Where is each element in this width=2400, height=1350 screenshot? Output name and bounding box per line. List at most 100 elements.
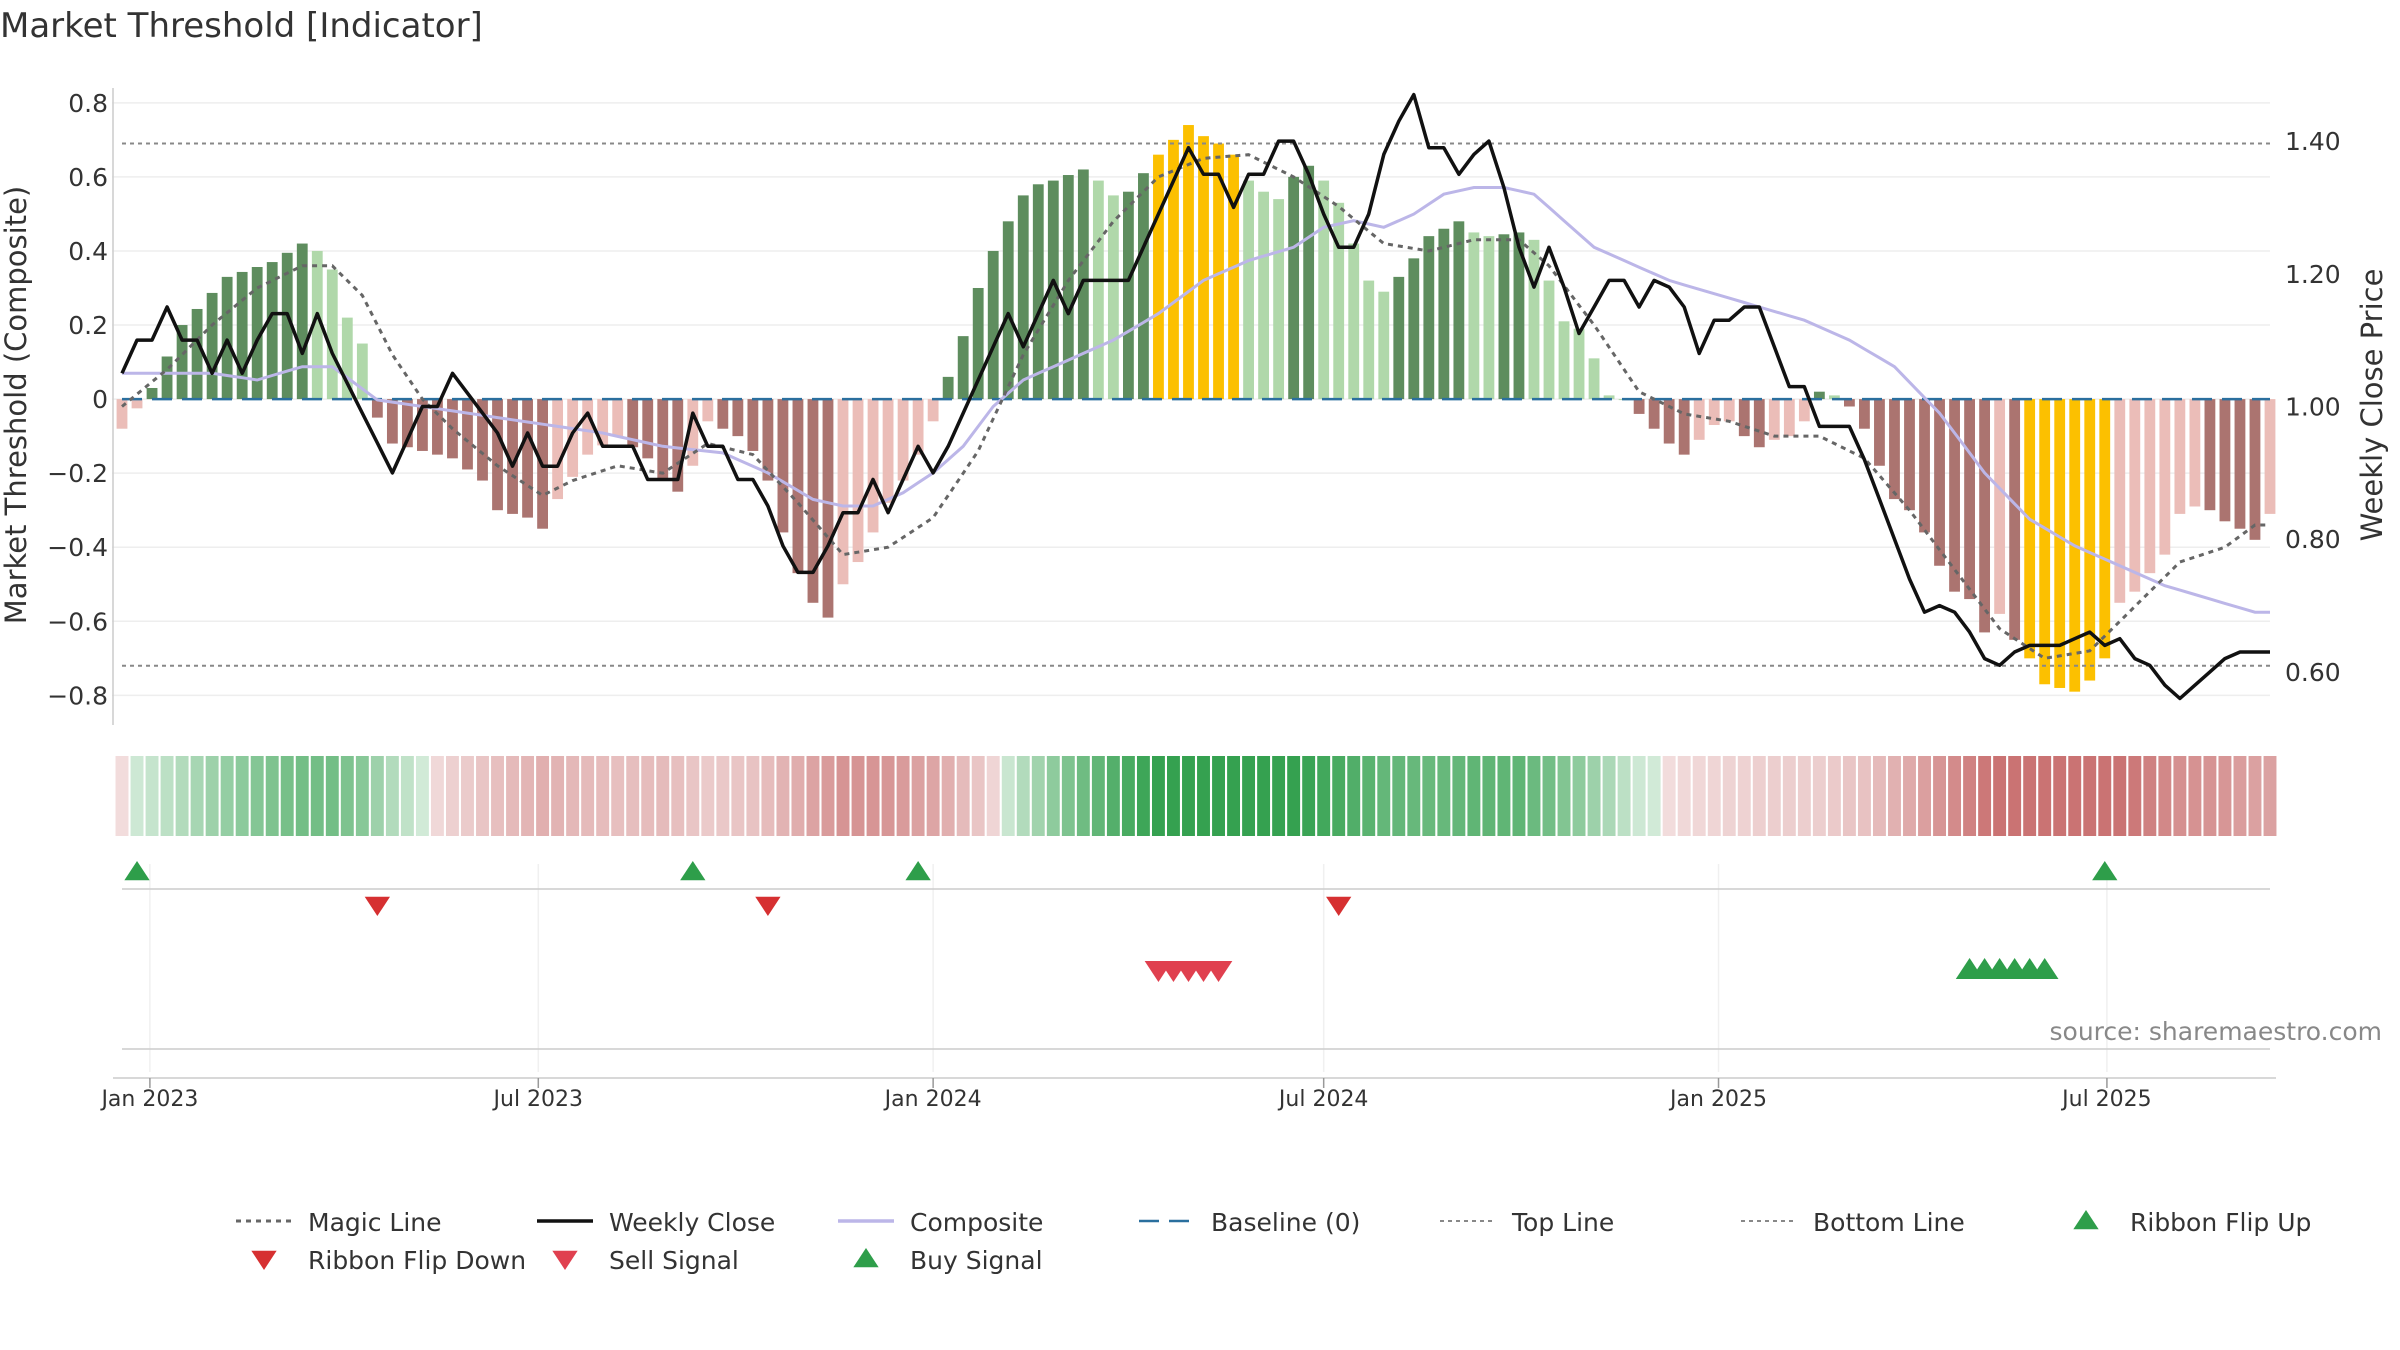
ribbon-cell (220, 756, 234, 836)
ribbon-cell (1437, 756, 1451, 836)
ribbon-cell (1978, 756, 1992, 836)
composite-bar (221, 276, 233, 400)
ribbon-cell (1182, 756, 1195, 836)
ribbon-cell (686, 756, 700, 836)
composite-bar (1047, 180, 1059, 400)
ribbon-cell (115, 756, 129, 836)
legend-item: Baseline (0) (1139, 1208, 1360, 1237)
ribbon-cell (1933, 756, 1946, 836)
legend-item: Weekly Close (537, 1208, 775, 1237)
composite-bar (1513, 232, 1525, 400)
ribbon-cell (1842, 756, 1856, 836)
ribbon-cell (821, 756, 835, 836)
ribbon-cell (1482, 756, 1496, 836)
ribbon-cell (2188, 756, 2202, 836)
composite-bar (1423, 236, 1435, 400)
composite-bar (642, 399, 654, 459)
ribbon-cell (2263, 756, 2277, 836)
legend-item: Magic Line (236, 1208, 442, 1237)
ribbon-cell (2053, 756, 2067, 836)
composite-bar (2234, 399, 2246, 529)
ribbon-cell (1677, 756, 1691, 836)
ribbon-cell (2173, 756, 2187, 836)
ribbon-cell (2248, 756, 2262, 836)
composite-bar (1753, 399, 1765, 448)
signal-panels: Jan 2023 Jul 2023 Jan 2024 Jul 2024 Jan 2025… (99, 861, 2382, 1112)
composite-bar (1783, 399, 1795, 437)
legend-label: Baseline (0) (1211, 1208, 1360, 1237)
composite-bar (417, 399, 428, 451)
right-axis-ticks: 1.40 1.20 1.00 0.80 0.60 (2285, 127, 2341, 687)
ribbon-cell (971, 756, 985, 836)
ribbon-cell (911, 756, 925, 836)
ribbon-cell (656, 756, 670, 836)
composite-bar (1919, 399, 1930, 533)
composite-bar (1828, 395, 1840, 400)
ribbon-cell (205, 756, 219, 836)
composite-bar (792, 399, 804, 574)
ribbon-cell (746, 756, 760, 836)
ribbon-cell (491, 756, 504, 836)
ribbon-cell (1512, 756, 1526, 836)
ribbon-cell (1452, 756, 1466, 836)
composite-bar (2249, 399, 2261, 540)
ribbon-cell (791, 756, 805, 836)
legend-label: Composite (910, 1208, 1043, 1237)
ribbon-cell (1091, 756, 1105, 836)
ribbon-cell (896, 756, 910, 836)
legend-item: Top Line (1440, 1208, 1614, 1237)
ribbon-cell (2008, 756, 2022, 836)
composite-bar (1678, 399, 1690, 455)
ribbon-cell (881, 756, 895, 836)
composite-bar (2219, 399, 2231, 522)
composite-bar (567, 399, 579, 477)
left-axis-ticks: 0.8 0.6 0.4 0.2 0 −0.2 −0.4 −0.6 −0.8 (47, 89, 108, 711)
ribbon-cell (1242, 756, 1256, 836)
composite-bar (507, 399, 518, 514)
ribbon-cell (1287, 756, 1301, 836)
ribbon-cell (1136, 756, 1150, 836)
legend-label: Ribbon Flip Down (308, 1246, 526, 1275)
composite-bar (2024, 399, 2036, 659)
composite-bar (627, 399, 639, 448)
ribbon-cell (521, 756, 535, 836)
ribbon-cell (611, 756, 625, 836)
ribbon-flip-down-marker (755, 896, 781, 916)
ribbon-cell (175, 756, 189, 836)
composite-bar (1198, 136, 1209, 400)
ribbon-cell (2218, 756, 2232, 836)
composite-bar (191, 308, 203, 400)
ribbon-cell (941, 756, 955, 836)
ribbon-cell (731, 756, 745, 836)
ribbon-flip-up-marker (680, 861, 706, 881)
ribbon-cell (1467, 756, 1481, 836)
composite-line (122, 186, 2270, 614)
ribbon-cell (461, 756, 474, 836)
composite-bar (1092, 180, 1104, 400)
composite-bar (927, 399, 939, 422)
composite-bar (236, 271, 248, 400)
composite-bar (1528, 239, 1540, 400)
composite-bar (1228, 154, 1239, 400)
composite-bar (116, 399, 128, 429)
ribbon-cell (250, 756, 264, 836)
date-tick-label: Jan 2025 (1668, 1087, 1767, 1112)
composite-bar (1062, 175, 1074, 400)
ribbon-strip (115, 756, 2277, 836)
composite-bar (1438, 228, 1450, 400)
left-tick-label: −0.2 (47, 459, 108, 488)
date-tick-label: Jul 2023 (492, 1087, 584, 1112)
magic-line (121, 153, 2270, 660)
composite-bar (1964, 399, 1975, 600)
composite-bar (762, 399, 774, 481)
composite-bar (2039, 399, 2051, 685)
composite-bar (1949, 399, 1960, 592)
ribbon-cell (1497, 756, 1511, 836)
ribbon-cell (1197, 756, 1210, 836)
ribbon-cell (1827, 756, 1841, 836)
legend-swatch (853, 1248, 879, 1268)
ribbon-cell (506, 756, 520, 836)
composite-bar (2054, 399, 2066, 688)
composite-bar (2144, 399, 2156, 574)
ribbon-cell (596, 756, 610, 836)
